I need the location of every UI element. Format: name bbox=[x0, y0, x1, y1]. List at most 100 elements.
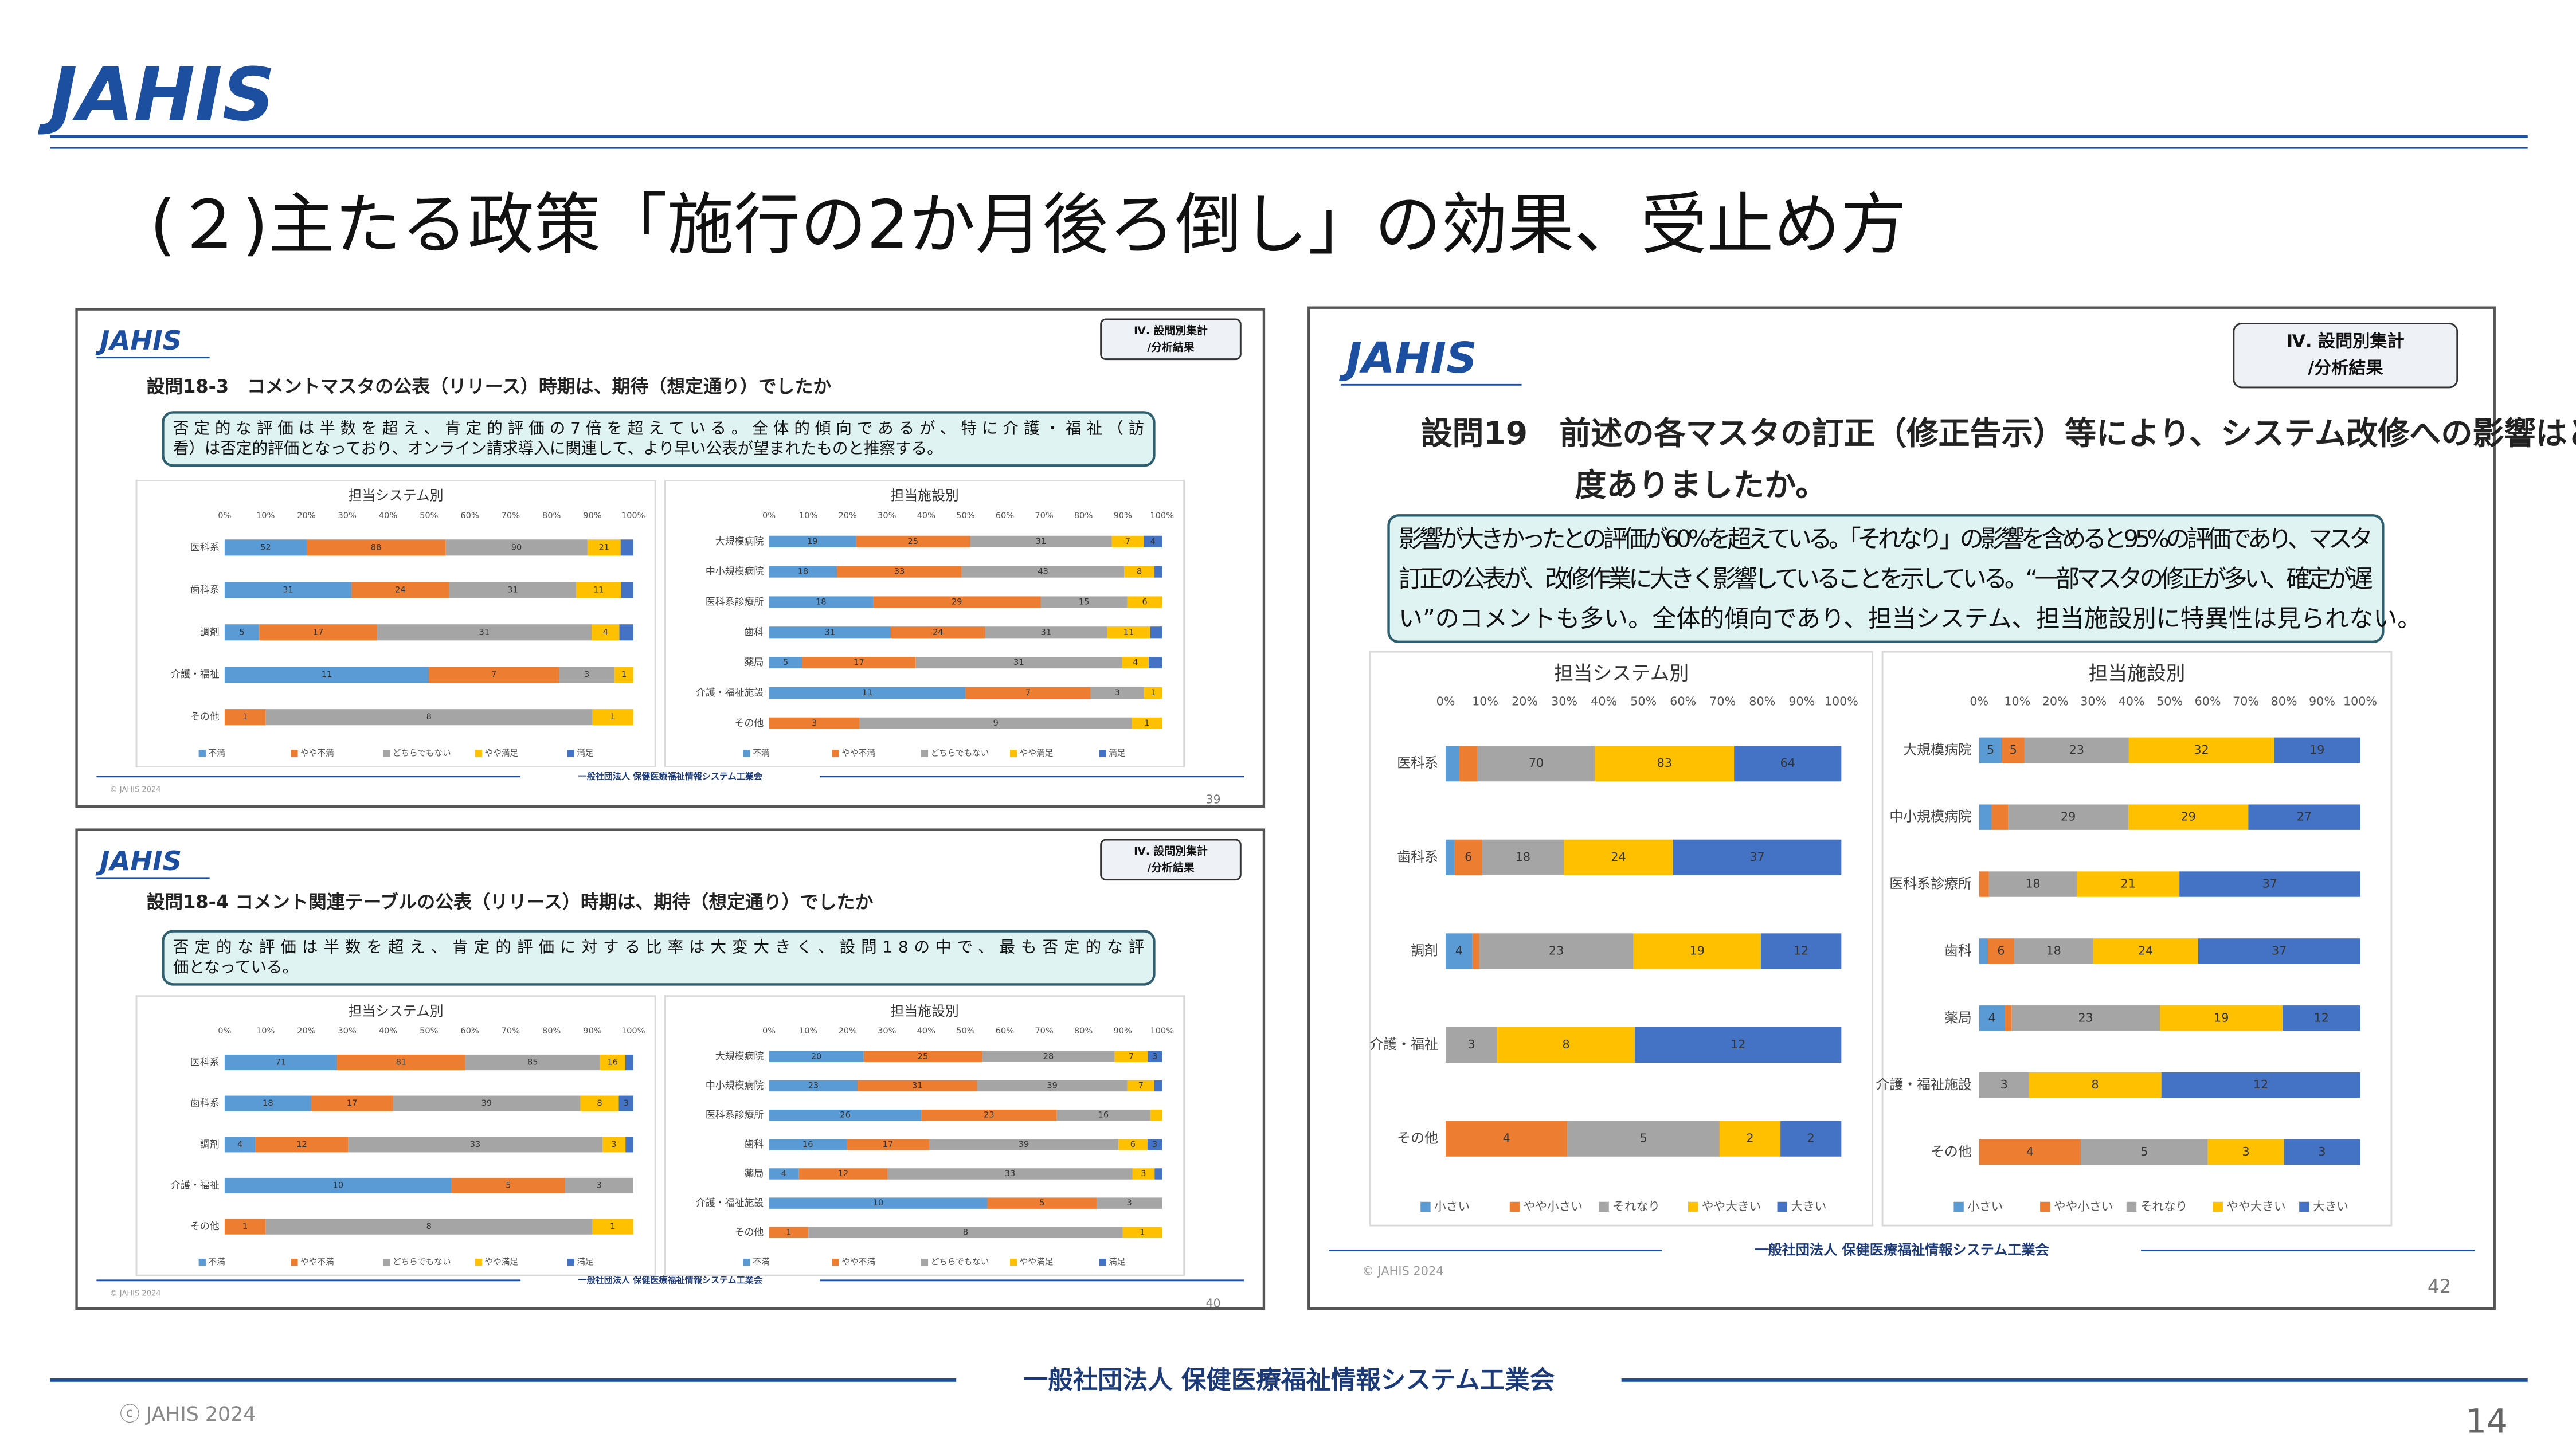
category-label: 調剤 bbox=[1411, 942, 1438, 958]
bar-segment bbox=[1633, 933, 1761, 969]
bar-segment bbox=[451, 1177, 565, 1194]
data-label: 11 bbox=[593, 585, 604, 594]
bar-segment bbox=[348, 1137, 602, 1153]
data-label: 24 bbox=[395, 585, 406, 594]
data-label: 6 bbox=[1465, 850, 1472, 864]
data-label: 17 bbox=[883, 1139, 894, 1149]
bar-segment bbox=[1472, 933, 1479, 969]
legend-swatch bbox=[1688, 1201, 1698, 1212]
bar-segment bbox=[1459, 746, 1478, 782]
chart-title: 担当システム別 bbox=[349, 1003, 444, 1019]
data-label: 43 bbox=[1038, 567, 1048, 577]
x-tick-label: 20% bbox=[838, 511, 857, 520]
data-label: 4 bbox=[1988, 1011, 1996, 1024]
bar-segment bbox=[1132, 1168, 1155, 1180]
data-label: 23 bbox=[1549, 943, 1564, 957]
legend-swatch bbox=[382, 1258, 390, 1266]
data-label: 52 bbox=[260, 542, 271, 552]
x-tick-label: 40% bbox=[917, 511, 936, 520]
data-label: 18 bbox=[816, 597, 827, 606]
category-label: 歯科 bbox=[1944, 942, 1972, 958]
legend-swatch bbox=[1509, 1201, 1520, 1212]
data-label: 24 bbox=[933, 627, 944, 637]
bar-segment bbox=[769, 1080, 858, 1092]
legend-label: やや小さい bbox=[1524, 1199, 1583, 1213]
bar-segment bbox=[224, 539, 307, 556]
x-tick-label: 40% bbox=[1591, 694, 1617, 708]
data-label: 12 bbox=[2253, 1078, 2268, 1091]
bar-segment bbox=[1979, 737, 2002, 763]
data-label: 26 bbox=[840, 1110, 851, 1120]
bar-segment bbox=[2160, 1005, 2283, 1031]
data-label: 33 bbox=[894, 567, 905, 577]
bar-segment bbox=[393, 1095, 581, 1111]
bar-segment bbox=[987, 1197, 1097, 1209]
data-label: 37 bbox=[2272, 943, 2287, 957]
legend-label: どちらでもない bbox=[393, 1257, 451, 1267]
bar-segment bbox=[798, 1168, 888, 1180]
note-text: 否定的な評価は半数を超え、肯定的評価に対する比率は大変大きく、設問18の中で、最… bbox=[173, 938, 1144, 957]
bar-segment bbox=[921, 1109, 1057, 1121]
data-label: 3 bbox=[2000, 1078, 2008, 1091]
bar-segment bbox=[1056, 1109, 1150, 1121]
footer-org: 一般社団法人 保健医療福祉情報システム工業会 bbox=[1023, 1366, 1555, 1395]
bar-segment bbox=[559, 667, 615, 683]
data-label: 4 bbox=[237, 1139, 242, 1149]
bar-segment bbox=[1148, 1051, 1162, 1063]
data-label: 1 bbox=[786, 1227, 791, 1237]
logo: JAHIS bbox=[37, 53, 275, 138]
x-tick-label: 30% bbox=[338, 1026, 357, 1036]
x-tick-label: 50% bbox=[956, 511, 975, 520]
category-label: 医科系診療所 bbox=[706, 1109, 764, 1121]
category-label: 歯科系 bbox=[190, 1097, 220, 1109]
bar-segment bbox=[1132, 717, 1162, 729]
bar-segment bbox=[580, 1095, 619, 1111]
data-label: 2 bbox=[1807, 1131, 1815, 1145]
x-tick-label: 10% bbox=[799, 511, 818, 520]
bar-segment bbox=[337, 1054, 465, 1071]
bar-segment bbox=[1446, 746, 1459, 782]
bar-segment bbox=[565, 1177, 633, 1194]
bar-segment bbox=[856, 535, 970, 547]
bar-segment bbox=[377, 624, 592, 641]
x-tick-label: 80% bbox=[1074, 511, 1093, 520]
data-label: 17 bbox=[313, 627, 324, 637]
data-label: 1 bbox=[242, 712, 248, 722]
data-label: 3 bbox=[1152, 1051, 1157, 1061]
bar-segment bbox=[1147, 1139, 1162, 1150]
bar-segment bbox=[224, 1095, 311, 1111]
data-label: 24 bbox=[1611, 850, 1626, 864]
bar-segment bbox=[1635, 1027, 1842, 1063]
bar-segment bbox=[2128, 737, 2274, 763]
data-label: 28 bbox=[1043, 1051, 1054, 1061]
legend-label: 満足 bbox=[577, 1257, 594, 1267]
data-label: 1 bbox=[1144, 718, 1149, 728]
data-label: 8 bbox=[426, 1221, 432, 1231]
badge-text: Ⅳ. 設問別集計 bbox=[1134, 324, 1208, 337]
bar-segment bbox=[224, 1054, 338, 1071]
category-label: その他 bbox=[1931, 1143, 1972, 1160]
chart-title: 担当システム別 bbox=[349, 488, 444, 504]
bar-segment bbox=[2081, 1139, 2208, 1165]
legend-label: 大きい bbox=[1791, 1199, 1826, 1213]
legend-swatch bbox=[743, 1258, 750, 1266]
x-tick-label: 70% bbox=[1035, 511, 1054, 520]
x-tick-label: 60% bbox=[996, 511, 1015, 520]
bar-segment bbox=[1150, 1109, 1162, 1121]
data-label: 3 bbox=[1115, 688, 1120, 698]
question: 度ありましたか。 bbox=[1575, 467, 1827, 503]
x-tick-label: 50% bbox=[956, 1026, 975, 1036]
data-label: 29 bbox=[952, 597, 962, 606]
category-label: 大規模病院 bbox=[1903, 742, 1972, 758]
data-label: 3 bbox=[597, 1180, 602, 1190]
data-label: 39 bbox=[1047, 1080, 1058, 1090]
data-label: 31 bbox=[479, 627, 490, 637]
legend-swatch bbox=[567, 1258, 574, 1266]
legend-swatch bbox=[1777, 1201, 1787, 1212]
x-tick-label: 60% bbox=[460, 1026, 479, 1036]
legend-swatch bbox=[2040, 1201, 2050, 1212]
bar-segment bbox=[1154, 566, 1162, 578]
bar-segment bbox=[445, 539, 588, 556]
slide-page: 40 bbox=[1206, 1296, 1221, 1310]
data-label: 18 bbox=[798, 567, 809, 577]
